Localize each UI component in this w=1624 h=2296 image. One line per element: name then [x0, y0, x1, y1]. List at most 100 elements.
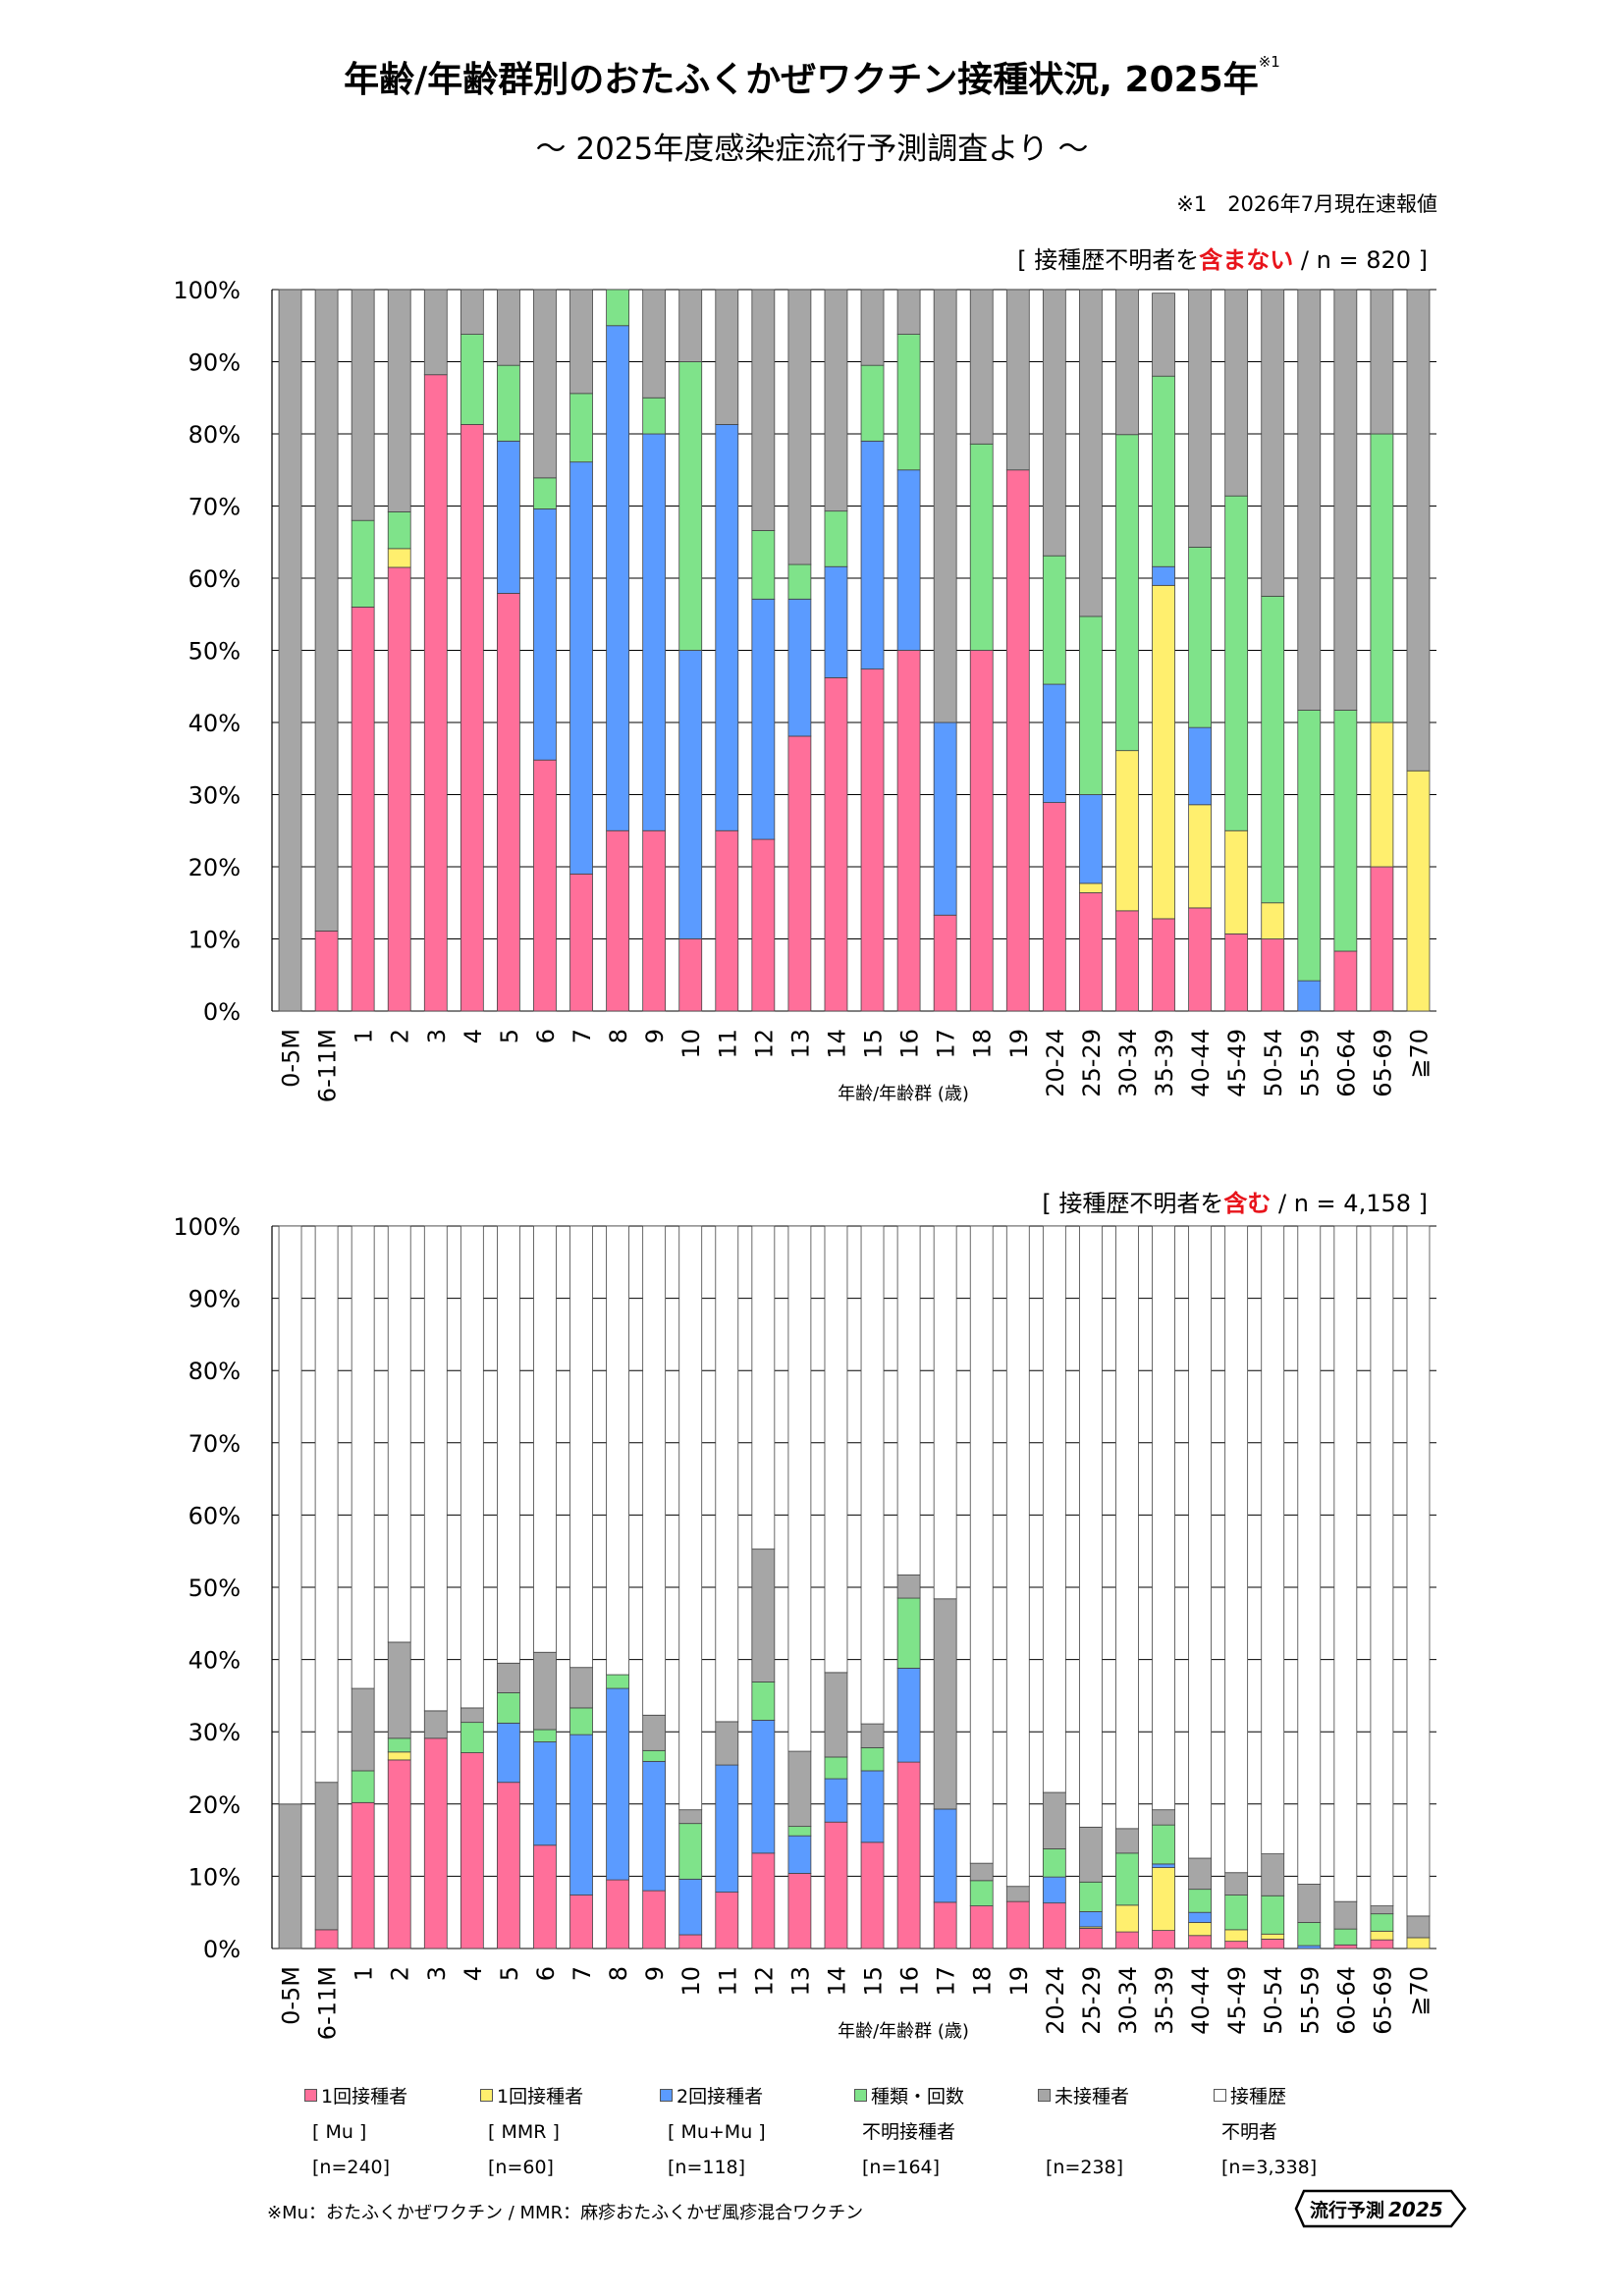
bar-segment-mu1 — [751, 838, 776, 1012]
bar-segment-unknown_type — [1261, 1895, 1285, 1935]
bar-segment-unvaccinated — [1152, 293, 1175, 377]
bar-segment-unknown_type — [896, 334, 921, 471]
x-tick-label: 13 — [786, 1966, 814, 1997]
bar-segment-unvaccinated — [497, 289, 520, 366]
bar-segment-mu1 — [824, 1821, 848, 1949]
bar-segment-unknown_history — [678, 1225, 703, 1811]
bar-segment-mu2 — [1152, 565, 1175, 586]
bar-segment-mmr1 — [1188, 804, 1212, 909]
x-tick-label: 7 — [568, 1029, 596, 1043]
x-tick-label: 6 — [532, 1966, 560, 1981]
bar-segment-unvaccinated — [1115, 1828, 1139, 1854]
page-title: 年齢/年齢群別のおたふくかぜワクチン接種状況, 2025年※1 — [0, 51, 1624, 102]
bar-segment-mu2 — [642, 433, 667, 831]
bar-segment-unvaccinated — [860, 1723, 885, 1748]
bar-segment-unknown_history — [1188, 1225, 1212, 1859]
x-tick-label: 65-69 — [1369, 1966, 1396, 2035]
bar-segment-unknown_type — [569, 1707, 593, 1735]
x-tick-label: 20-24 — [1042, 1029, 1069, 1097]
bar-segment-unvaccinated — [751, 289, 776, 531]
bar-segment-unknown_type — [569, 393, 593, 463]
x-tick-label: 4 — [460, 1029, 487, 1043]
bar-segment-mmr1 — [1152, 584, 1175, 920]
x-tick-label: 1 — [351, 1966, 378, 1981]
legend-label: 1回接種者 — [497, 2086, 584, 2108]
bar-segment-mu1 — [606, 1879, 629, 1949]
bar-segment-unvaccinated — [314, 1782, 339, 1931]
bar-segment-unknown_history — [969, 1225, 994, 1864]
bar-segment-mu1 — [787, 1873, 812, 1949]
legend-sublabel: [ Mu+Mu ] — [668, 2121, 766, 2143]
bar-segment-mu1 — [423, 1737, 448, 1949]
bar-segment-mmr1 — [1370, 1930, 1394, 1941]
bar-segment-mu1 — [678, 1934, 703, 1949]
bar-segment-unknown_type — [1224, 1895, 1249, 1931]
bar-segment-unknown_history — [1333, 1225, 1358, 1902]
legend-item-unknown_type: 種類・回数 不明接種者 [n=164] — [854, 2079, 964, 2185]
bar-segment-mu1 — [1042, 1902, 1066, 1949]
x-tick-label: 18 — [969, 1966, 997, 1997]
bar-segment-mu1 — [497, 593, 520, 1012]
bar-segment-mmr1 — [1370, 721, 1394, 868]
bar-segment-mu2 — [860, 1770, 885, 1843]
bar-segment-mu1 — [1005, 1900, 1030, 1949]
bar-segment-unvaccinated — [1188, 289, 1212, 548]
bar-segment-mu1 — [860, 1842, 885, 1949]
bar-segment-unknown_history — [278, 1225, 302, 1805]
bar-segment-unvaccinated — [642, 289, 667, 399]
bar-segment-mu2 — [1079, 1911, 1103, 1928]
bar-segment-mu1 — [314, 931, 339, 1012]
bar-segment-unvaccinated — [678, 289, 703, 362]
bar-segment-mu1 — [1370, 1939, 1394, 1949]
bar-segment-unknown_type — [1152, 1824, 1175, 1865]
x-tick-label: 6 — [532, 1029, 560, 1043]
y-tick-label: 90% — [189, 1286, 241, 1313]
bar-segment-unvaccinated — [569, 1667, 593, 1709]
y-tick-label: 60% — [189, 565, 241, 593]
chart2-label-prefix: [ 接種歴不明者を — [1042, 1190, 1224, 1217]
legend-swatch — [660, 2089, 673, 2102]
bar-segment-unvaccinated — [896, 289, 921, 335]
x-tick-label: 11 — [714, 1029, 741, 1059]
bar-segment-unvaccinated — [1261, 289, 1285, 597]
x-tick-label: 8 — [605, 1966, 632, 1981]
x-tick-label: 9 — [641, 1966, 669, 1981]
bar-segment-mu1 — [969, 650, 994, 1012]
legend-swatch — [480, 2089, 493, 2102]
bar-segment-unknown_type — [751, 1682, 776, 1721]
bar-segment-unvaccinated — [678, 1809, 703, 1825]
bar-segment-unknown_type — [1115, 434, 1139, 752]
page-subtitle: ～ 2025年度感染症流行予測調査より ～ — [535, 132, 1089, 167]
x-tick-label: 3 — [423, 1029, 451, 1043]
bar-segment-mu1 — [533, 1844, 557, 1949]
y-tick-label: 20% — [189, 854, 241, 881]
y-tick-label: 10% — [189, 927, 241, 954]
legend-count: [n=240] — [312, 2157, 391, 2178]
x-tick-label: 55-59 — [1296, 1029, 1324, 1097]
bar-segment-mu2 — [606, 1687, 629, 1881]
y-tick-label: 0% — [203, 998, 241, 1026]
y-tick-label: 40% — [189, 710, 241, 737]
legend-item-mu2: 2回接種者 [ Mu+Mu ] [n=118] — [660, 2079, 766, 2185]
x-tick-label: 4 — [460, 1966, 487, 1981]
bar-segment-unknown_type — [387, 1737, 411, 1753]
y-tick-label: 70% — [189, 1430, 241, 1458]
bar-segment-unknown_type — [860, 1746, 885, 1772]
bar-segment-mu1 — [533, 759, 557, 1012]
bar-segment-mu2 — [751, 598, 776, 840]
bar-segment-unknown_type — [1042, 555, 1066, 685]
bar-segment-mu1 — [314, 1929, 339, 1949]
bar-segment-unknown_type — [1297, 710, 1322, 982]
bar-segment-unvaccinated — [278, 289, 302, 1012]
bar-segment-unvaccinated — [1224, 289, 1249, 497]
bar-segment-unknown_type — [751, 530, 776, 600]
x-tick-label: 2 — [387, 1029, 414, 1043]
bar-segment-mu1 — [1333, 950, 1358, 1012]
bar-segment-mu2 — [497, 440, 520, 594]
x-tick-label: 16 — [896, 1029, 924, 1059]
x-tick-label: 0-5M — [278, 1966, 305, 2025]
bar-segment-unknown_type — [533, 1729, 557, 1742]
bar-segment-mu1 — [824, 677, 848, 1012]
bar-segment-mmr1 — [1152, 1867, 1175, 1931]
bar-segment-unknown_history — [387, 1225, 411, 1643]
